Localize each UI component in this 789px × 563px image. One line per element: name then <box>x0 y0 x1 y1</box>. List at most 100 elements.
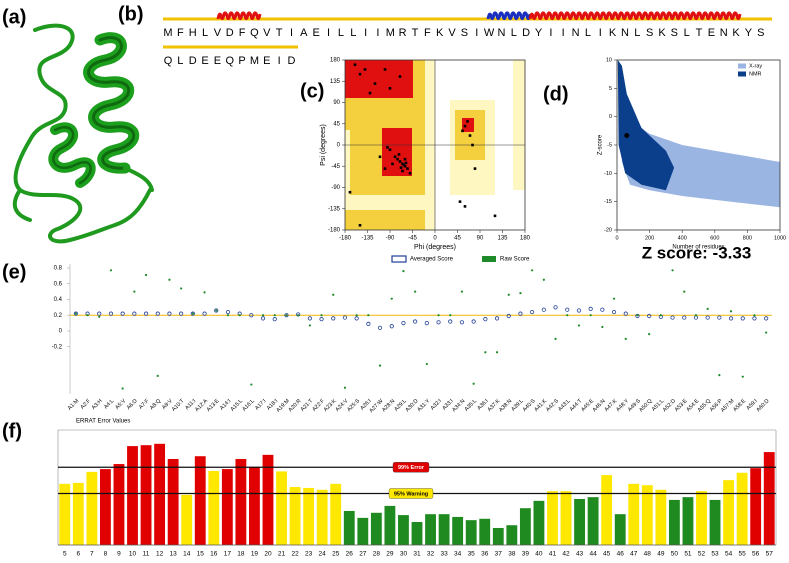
residue: T <box>276 27 283 39</box>
point <box>406 167 409 170</box>
bar <box>736 472 748 545</box>
bar <box>289 487 301 545</box>
averaged-point <box>167 311 172 316</box>
bar <box>330 483 342 545</box>
x-tick-label: 8 <box>104 551 108 558</box>
x-tick-label: 46 <box>617 551 625 558</box>
raw-point <box>215 309 218 312</box>
point <box>403 157 407 161</box>
residue: S <box>671 27 678 39</box>
x-tick-label: 38 <box>508 551 516 558</box>
bar <box>750 468 762 545</box>
x-tick-label: 45 <box>454 236 461 242</box>
x-tick-label: 50 <box>671 551 679 558</box>
raw-point <box>355 314 358 317</box>
x-tick-label: 31 <box>413 551 421 558</box>
raw-point <box>531 269 534 272</box>
averaged-point <box>623 311 628 316</box>
panel-label: (e) <box>2 261 26 283</box>
x-tick-label: A42:S <box>545 398 560 413</box>
core-region <box>462 118 474 132</box>
residue: I <box>278 55 281 67</box>
x-tick-label: A15:L <box>230 398 244 412</box>
x-axis-label: Phi (degrees) <box>414 244 456 251</box>
x-tick-label: 36 <box>481 551 489 558</box>
y-tick-label: -135 <box>328 206 341 212</box>
point <box>466 120 469 123</box>
y-tick-label: 45 <box>333 121 340 127</box>
x-tick-label: A6:D <box>126 398 139 411</box>
averaged-point <box>354 316 359 321</box>
residue: R <box>399 27 407 39</box>
bar <box>601 475 613 545</box>
y-tick-label: 0.2 <box>54 313 63 319</box>
averaged-point <box>682 315 687 320</box>
residue: V <box>214 27 222 39</box>
x-tick-label: A2:F <box>80 398 93 411</box>
raw-point <box>729 310 733 313</box>
raw-point <box>308 324 311 327</box>
x-tick-label: 21 <box>278 551 286 558</box>
residue: T <box>412 27 419 39</box>
zscore-clouds <box>617 60 780 208</box>
bar <box>668 499 680 545</box>
residue: F <box>239 27 246 39</box>
y-axis-label: Z-score <box>598 134 604 155</box>
averaged-point <box>553 305 558 310</box>
point <box>473 167 477 170</box>
averaged-point <box>377 325 383 330</box>
point <box>402 163 406 167</box>
raw-point <box>449 314 452 317</box>
averaged-point <box>494 316 500 321</box>
bar <box>682 497 694 545</box>
allowed-region <box>345 210 425 230</box>
raw-point <box>472 382 475 385</box>
bar <box>194 456 206 545</box>
residue: E <box>214 55 221 67</box>
x-tick-label: 42 <box>562 551 570 558</box>
raw-point <box>554 337 557 340</box>
raw-point <box>320 314 323 317</box>
reference-badge <box>392 462 430 473</box>
bar <box>452 516 464 545</box>
averaged-point <box>541 307 546 312</box>
residue: I <box>376 27 379 39</box>
bar <box>709 499 721 545</box>
residue: E <box>313 27 320 39</box>
raw-point <box>706 307 709 311</box>
y-tick-label: -10 <box>604 171 612 177</box>
residue: P <box>238 55 245 67</box>
residue: E <box>708 27 715 39</box>
averaged-point <box>249 313 254 318</box>
panel-label: (d) <box>543 83 569 105</box>
averaged-point <box>214 308 219 313</box>
raw-point <box>425 362 428 366</box>
raw-point <box>297 314 300 317</box>
raw-point <box>261 314 265 317</box>
raw-point <box>191 312 194 315</box>
x-tick-label: -180 <box>339 236 352 242</box>
legend-label: Raw Score <box>500 257 530 263</box>
raw-point <box>566 314 569 317</box>
point <box>461 129 464 133</box>
residue: D <box>226 27 234 39</box>
point <box>378 155 382 159</box>
averaged-point <box>530 309 535 315</box>
raw-point <box>694 314 698 317</box>
x-tick-label: 180 <box>520 236 531 242</box>
residue: V <box>263 27 271 39</box>
averaged-point <box>600 307 605 312</box>
y-tick-label: 10 <box>606 57 612 63</box>
residue: M <box>163 27 172 39</box>
raw-point <box>109 269 113 272</box>
x-tick-label: 43 <box>576 551 584 558</box>
point <box>403 164 407 168</box>
raw-point <box>671 269 674 272</box>
point <box>468 134 472 137</box>
residue: Q <box>164 55 173 67</box>
averaged-point <box>740 316 745 321</box>
point <box>401 169 404 173</box>
y-tick-label: 5 <box>609 86 612 92</box>
x-tick-label: 90 <box>477 236 484 242</box>
legend-label: X-ray <box>749 63 762 69</box>
